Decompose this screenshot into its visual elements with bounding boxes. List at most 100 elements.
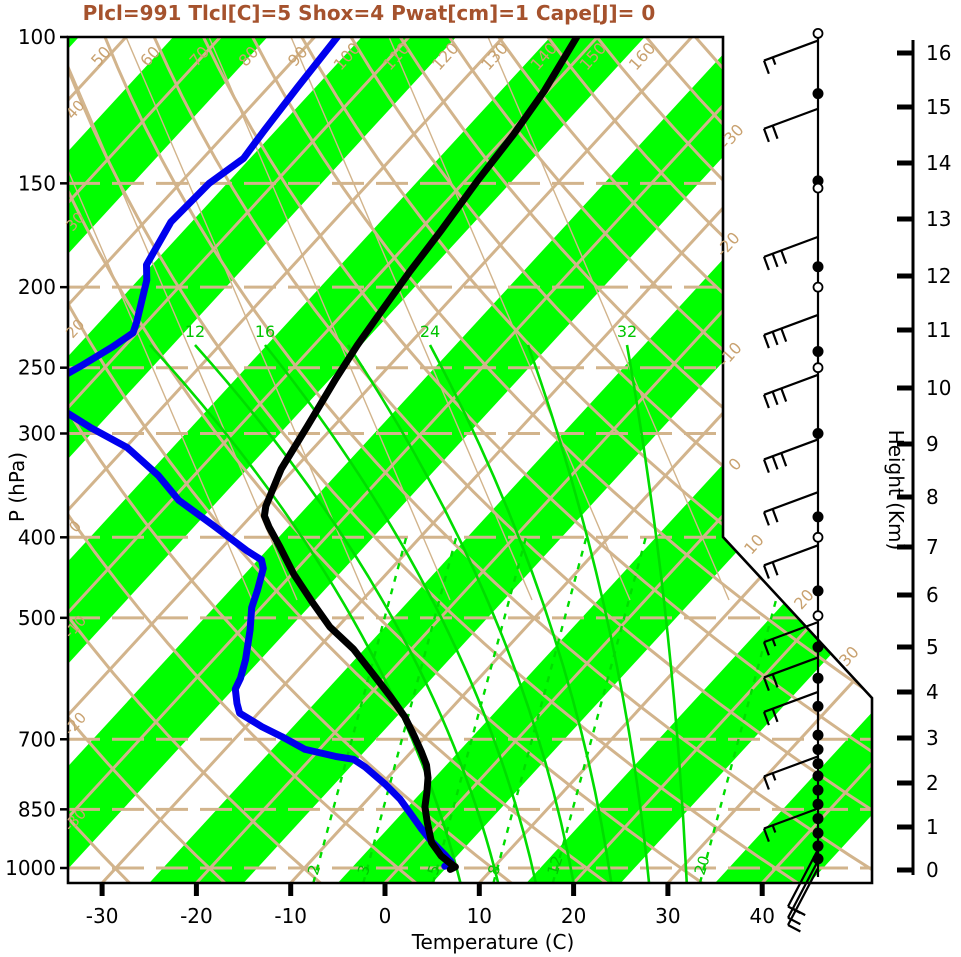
dry-adiabat-line: [595, 37, 872, 883]
wind-barb-tick: [771, 391, 779, 406]
moist-adiabat-label: 24: [420, 322, 440, 341]
wind-barb-tick: [771, 253, 779, 268]
moist-adiabat-line: [263, 344, 538, 883]
mixing-ratio-label: 12: [544, 854, 567, 878]
wind-barb-shaft: [763, 491, 819, 514]
isotherm-line: [614, 37, 872, 883]
isotherm-line: [68, 37, 539, 883]
height-tick-label: 7: [926, 535, 939, 559]
pressure-tick-label: 400: [18, 525, 56, 549]
isotherm-line: [520, 37, 872, 883]
pressure-tick-label: 1000: [5, 856, 56, 880]
moist-adiabat-line: [346, 344, 575, 883]
mixing-ratio-label: 20: [691, 854, 714, 878]
wind-level-circle: [812, 27, 824, 39]
pressure-tick-label: 700: [18, 727, 56, 751]
wind-barb-tick: [762, 711, 770, 726]
wind-level-circle: [812, 531, 824, 543]
moist-adiabat-upper-line: [487, 37, 730, 601]
wind-barb-tick: [762, 334, 770, 349]
wind-barb-tick: [762, 128, 770, 143]
height-tick-label: 5: [926, 635, 939, 659]
dry-adiabat-line: [300, 37, 872, 883]
isotherm-line: [68, 37, 350, 883]
dry-adiabat-line: [251, 37, 872, 883]
wind-level-dot: [812, 88, 824, 100]
height-tick-label: 3: [926, 726, 939, 750]
dry-adiabat-line: [546, 37, 872, 883]
pressure-tick-label: 500: [18, 606, 56, 630]
wind-barb-tick: [771, 125, 779, 140]
adiabat-isotherm-label: 0: [724, 454, 745, 474]
wind-barb-tick: [762, 677, 770, 691]
wind-barb-shaft: [763, 438, 819, 461]
wind-barb-tick: [762, 776, 770, 790]
wind-barb-tick: [771, 772, 777, 781]
dry-adiabat-line: [202, 37, 872, 883]
wind-barb-shaft: [787, 867, 819, 926]
moist-adiabat-label: 12: [185, 322, 205, 341]
mixing-ratio-label: 2: [304, 863, 324, 878]
wind-barb-tick: [780, 388, 788, 402]
dry-adiabat-line: [68, 37, 325, 883]
wind-level-dot: [812, 758, 824, 770]
adiabat-isotherm-label: 130: [477, 39, 512, 74]
dry-adiabat-line: [68, 37, 516, 883]
moist-adiabat-upper-line: [68, 37, 253, 601]
wind-level-dot: [812, 784, 824, 796]
wind-barb-shaft: [763, 690, 819, 713]
pressure-tick-label: 850: [18, 797, 56, 821]
wind-barb-shaft: [763, 313, 819, 336]
wind-level-dot: [812, 853, 824, 865]
wind-barb-tick: [762, 394, 770, 409]
wind-barb-tick: [771, 331, 779, 346]
wind-level-dot: [812, 261, 824, 273]
wind-level-dot: [812, 813, 824, 825]
wind-barb-shaft: [763, 39, 819, 62]
isotherm-line: [68, 37, 822, 883]
chart-title: Plcl=991 Tlcl[C]=5 Shox=4 Pwat[cm]=1 Cap…: [82, 1, 656, 25]
height-tick-label: 11: [926, 318, 951, 342]
wind-barb-tick: [780, 328, 788, 343]
isotherm-line: [68, 37, 445, 883]
isotherm-line: [68, 37, 256, 883]
height-tick-label: 15: [926, 95, 951, 119]
wind-barb-shaft: [763, 107, 819, 130]
moist-adiabat-line: [149, 344, 462, 883]
wind-barb-tick: [771, 673, 779, 688]
wind-level-dot: [812, 798, 824, 810]
wind-barb-tick: [780, 250, 788, 265]
adiabat-isotherm-label: 50: [87, 42, 115, 70]
wind-barb-tick: [762, 459, 770, 473]
wind-level-dot: [812, 743, 824, 755]
moist-adiabat-upper-line: [208, 37, 451, 601]
wind-level-dot: [812, 511, 824, 523]
pressure-tick-label: 250: [18, 356, 56, 380]
wind-level-dot: [812, 827, 824, 839]
temperature-tick-label: 10: [467, 904, 492, 928]
dry-adiabat-line: [349, 37, 872, 883]
wind-barb-tick: [762, 828, 770, 843]
dry-adiabat-line: [152, 37, 872, 883]
pressure-tick-label: 100: [18, 25, 56, 49]
wind-barb-tick: [787, 924, 801, 933]
adiabat-isotherm-label: 10: [740, 530, 768, 558]
wind-barb-tick: [762, 256, 770, 271]
temperature-curve: [260, 37, 581, 873]
wind-level-dot: [812, 427, 824, 439]
moist-adiabat-line: [625, 344, 689, 883]
height-tick-label: 14: [926, 151, 951, 175]
wind-barb-tick: [762, 641, 770, 656]
temperature-tick-label: 0: [379, 904, 392, 928]
isotherm-band: [68, 37, 491, 883]
adiabat-isotherm-label: -20: [60, 709, 90, 739]
moist-adiabat-upper-line: [68, 37, 298, 601]
pressure-tick-label: 200: [18, 275, 56, 299]
wind-level-circle: [812, 610, 824, 622]
wind-barb-tick: [762, 511, 770, 526]
height-tick-label: 0: [926, 858, 939, 882]
adiabat-isotherm-label: 20: [62, 316, 88, 342]
moist-adiabat-upper-line: [388, 37, 631, 601]
